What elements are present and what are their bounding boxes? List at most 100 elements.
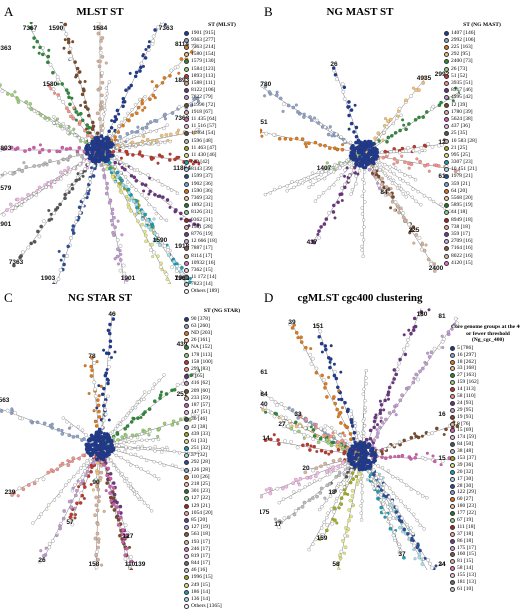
tree-node	[360, 456, 364, 460]
tree-node	[412, 548, 415, 551]
tree-node	[73, 484, 76, 487]
tree-node	[414, 178, 417, 181]
tree-node	[338, 471, 341, 474]
tree-node	[101, 81, 104, 84]
tree-node	[153, 193, 156, 196]
tree-node	[159, 217, 162, 220]
legend-swatch	[184, 103, 189, 108]
legend-label: 439 [33]	[191, 431, 210, 438]
tree-node	[287, 516, 290, 519]
tree-node	[329, 361, 332, 364]
tree-node	[352, 477, 355, 480]
tree-node	[89, 154, 93, 158]
tree-node	[152, 39, 155, 42]
tree-node	[63, 158, 66, 161]
tree-node	[428, 197, 431, 200]
tree-node	[81, 494, 84, 497]
tree-node	[311, 172, 314, 175]
tree-node	[105, 96, 108, 99]
tree-node	[370, 453, 374, 457]
tree-node	[38, 46, 41, 49]
tree-node	[134, 131, 137, 134]
legend-label: 1780 [39]	[451, 109, 473, 116]
panel-a: A MLST ST 736318938114736373679363118641…	[0, 0, 260, 286]
tree-node	[10, 408, 13, 411]
tree-node	[120, 191, 123, 194]
tree-node	[282, 110, 285, 113]
node-label: 34	[438, 561, 446, 568]
legend-swatch	[444, 59, 449, 64]
tree-node	[134, 75, 137, 78]
tree-node	[278, 501, 281, 504]
tree-node	[143, 131, 146, 134]
minimum-spanning-tree: 261780514935299214071261437842252400	[260, 22, 460, 284]
tree-node	[128, 199, 131, 202]
tree-node	[400, 188, 403, 191]
legend-item: 738 [18]	[444, 224, 520, 231]
tree-node	[169, 206, 172, 209]
tree-node	[330, 507, 333, 510]
tree-node	[179, 212, 182, 215]
tree-node	[72, 435, 75, 438]
tree-node	[84, 105, 87, 108]
tree-node	[176, 65, 179, 68]
tree-node	[146, 173, 149, 176]
tree-node	[393, 377, 396, 380]
tree-node	[309, 180, 312, 183]
legend-label: 8776 [19]	[191, 231, 213, 238]
node-label: 159	[317, 535, 328, 542]
tree-node	[147, 48, 150, 51]
node-label: 225	[409, 227, 420, 234]
tree-node	[152, 35, 155, 38]
tree-node	[97, 541, 100, 544]
tree-node	[106, 378, 109, 381]
tree-node	[119, 253, 122, 256]
legend-item: 8949 [18]	[444, 216, 520, 223]
tree-node	[85, 464, 88, 467]
tree-node	[315, 367, 318, 370]
legend-swatch	[444, 174, 449, 179]
tree-node	[115, 454, 118, 457]
tree-node	[338, 166, 341, 169]
tree-node	[116, 176, 119, 179]
legend-label: 8126 [31]	[191, 209, 213, 216]
tree-node	[129, 483, 132, 486]
tree-node	[65, 88, 68, 91]
tree-node	[173, 450, 176, 453]
tree-node	[62, 101, 65, 104]
tree-node	[335, 522, 338, 525]
tree-node	[116, 238, 119, 241]
legend-swatch	[450, 532, 455, 537]
tree-edges	[260, 66, 460, 270]
tree-node	[71, 460, 74, 463]
tree-node	[381, 421, 384, 424]
tree-node	[332, 170, 335, 173]
tree-node	[83, 485, 86, 488]
tree-node	[61, 432, 64, 435]
tree-node	[399, 177, 402, 180]
tree-node	[319, 330, 322, 333]
tree-node	[117, 220, 120, 223]
tree-node	[160, 22, 163, 24]
tree-node	[346, 535, 349, 538]
tree-node	[319, 437, 322, 440]
tree-node	[361, 491, 364, 494]
tree-node	[79, 478, 82, 481]
tree-node	[144, 213, 147, 216]
tree-node	[70, 424, 73, 427]
tree-node	[82, 139, 85, 142]
tree-node	[325, 523, 328, 526]
tree-node	[417, 190, 420, 193]
tree-node	[368, 145, 372, 149]
tree-node	[138, 69, 141, 72]
tree-node	[430, 351, 433, 354]
tree-node	[330, 444, 333, 447]
tree-node	[130, 185, 133, 188]
tree-node	[380, 493, 383, 496]
tree-node	[402, 124, 405, 127]
tree-node	[179, 270, 182, 273]
tree-node	[111, 169, 114, 172]
tree-node	[393, 150, 396, 153]
legend-item: 58 [14]	[450, 565, 520, 572]
tree-node	[90, 365, 93, 368]
